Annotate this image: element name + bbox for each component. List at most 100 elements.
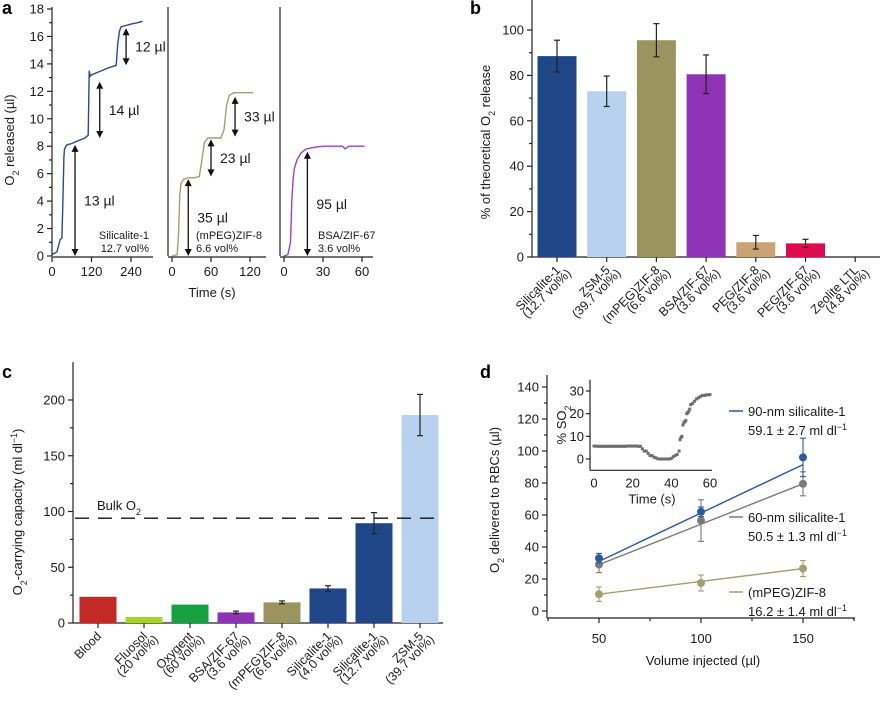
panel-c-bulk-o2-label-part: 2 <box>136 507 141 517</box>
panel-a-y-label-part: O <box>2 175 17 185</box>
inset-data-point <box>669 456 673 460</box>
panel-d-data-point <box>697 507 705 516</box>
inset-data-point <box>667 457 671 461</box>
inset-data-point <box>638 444 642 448</box>
panel-a-arrow-head-up <box>96 81 104 89</box>
panel-a-x-tick-label: 0 <box>168 264 175 279</box>
inset-data-point <box>642 449 646 453</box>
panel-a-subplot-3: 0 30 60 95 µl BSA/ZIF-673.6 vol% <box>279 7 375 279</box>
inset-data-point <box>635 444 639 448</box>
panel-d-y-tick-label: 80 <box>525 476 539 491</box>
panel-c-y-tick-label: 200 <box>43 393 65 408</box>
panel-c-bar <box>79 596 117 623</box>
panel-a-annotation: 12 µl <box>135 39 166 55</box>
panel-d-y-label-part: 2 <box>496 558 506 563</box>
panel-c-bar <box>355 523 393 623</box>
inset-data-point <box>696 396 700 400</box>
inset-x-tick-label: 40 <box>664 475 678 490</box>
panel-a-arrow-head-down <box>207 169 215 177</box>
panel-a-sample-name: BSA/ZIF-67 <box>318 230 375 242</box>
panel-a-y-tick-label: 10 <box>30 111 44 126</box>
panel-a-arrow-head-down <box>71 249 79 256</box>
inset-data-point <box>680 434 684 438</box>
inset-data-point <box>600 444 604 448</box>
panel-c-y-label-part: ) <box>10 429 25 433</box>
panel-a-sample-name: Silicalite-1 <box>99 230 149 242</box>
panel-d-legend-value-part: −1 <box>837 603 847 613</box>
panel-b-y-tick-label: 0 <box>517 250 524 265</box>
panel-c-bulk-o2-label: Bulk O2 <box>97 498 141 517</box>
panel-d-data-point <box>697 579 705 587</box>
panel-c-bulk-o2-label-part: Bulk O <box>97 498 136 513</box>
inset-data-point <box>631 444 635 448</box>
inset-x-tick-label: 20 <box>625 475 639 490</box>
inset-data-point <box>658 457 662 461</box>
panel-a-sample-vol: 3.6 vol% <box>318 243 360 255</box>
panel-c-bar <box>125 616 163 623</box>
inset-data-point <box>596 444 600 448</box>
panel-d-legend-value: 59.1 ± 2.7 ml dl−1 <box>748 422 847 438</box>
panel-d-y-tick-label: 0 <box>532 604 539 619</box>
inset-data-point <box>636 444 640 448</box>
panel-a-annotation: 35 µl <box>197 210 228 226</box>
panel-a-arrow-head-down <box>96 130 104 138</box>
inset-data-point <box>598 444 602 448</box>
panel-c-bar <box>309 588 347 623</box>
inset-data-point <box>606 444 610 448</box>
inset-data-point <box>625 444 629 448</box>
panel-d-x-tick-label: 150 <box>792 631 814 646</box>
inset-data-point <box>671 455 675 459</box>
panel-c-y-label-part: −1 <box>9 433 19 443</box>
panel-a-subplot-1: 0 120 240 13 µl 14 µl 12 µl Silicalite-112.7 v… <box>48 20 166 279</box>
panel-c-bar <box>171 604 209 623</box>
inset-data-point <box>684 418 688 422</box>
inset-y-tick-label: 30 <box>570 384 584 399</box>
panel-a-annotation: 95 µl <box>316 196 347 212</box>
panel-a-x-tick-label: 0 <box>48 264 55 279</box>
panel-a-x-tick-label: 120 <box>239 264 261 279</box>
inset-y-label-part: 2 <box>563 405 573 410</box>
inset-data-point <box>646 451 650 455</box>
panel-d-y-label-part: delivered to RBCs (µl) <box>487 427 502 558</box>
panel-a-x-tick-label: 60 <box>204 264 218 279</box>
inset-data-point <box>648 454 652 458</box>
panel-b-y-tick-label: 80 <box>510 68 524 83</box>
panel-c-bar <box>217 612 255 623</box>
panel-a-arrow-head-up <box>231 96 239 104</box>
panel-a-x-tick-label: 240 <box>120 264 142 279</box>
panel-c-y-label: O2-carrying capacity (ml dl−1) <box>9 429 29 596</box>
inset-data-point <box>644 449 648 453</box>
panel-d-y-label-part: O <box>487 563 502 573</box>
panel-a-x-tick-label: 0 <box>280 264 287 279</box>
inset-data-point <box>623 444 627 448</box>
inset-data-point <box>678 438 682 442</box>
inset-data-point <box>700 394 704 398</box>
inset-data-point <box>704 393 708 397</box>
panel-d-data-point <box>799 564 807 573</box>
inset-data-point <box>681 423 685 427</box>
panel-b-y-tick-label: 20 <box>510 204 524 219</box>
panel-a-subplot-2: 0 60 120 35 µl 23 µl 33 µl (mPEG)ZIF-86.6 vol% <box>167 7 275 279</box>
panel-label-b: b <box>470 0 481 18</box>
inset-y-label-part: % SO <box>554 410 569 444</box>
inset-data-point <box>675 452 679 456</box>
panel-a-x-label: Time (s) <box>188 285 235 300</box>
panel-c-y-label-part: 2 <box>19 580 29 585</box>
panel-d-data-point <box>595 554 603 563</box>
panel-b-bar <box>537 56 577 258</box>
inset-data-point <box>633 444 637 448</box>
panel-d-y-tick-label: 60 <box>525 508 539 523</box>
panel-a-arrow-head-up <box>303 151 311 159</box>
inset-data-point <box>691 401 695 405</box>
inset-data-point <box>652 455 656 459</box>
panel-b-y-label: % of theoretical O2 release <box>478 65 497 220</box>
inset-data-point <box>611 444 615 448</box>
inset-data-point <box>689 403 693 407</box>
inset-data-point <box>619 444 623 448</box>
panel-d-series-3 <box>595 560 807 602</box>
panel-d-legend-name: 60-nm silicalite-1 <box>748 510 846 525</box>
